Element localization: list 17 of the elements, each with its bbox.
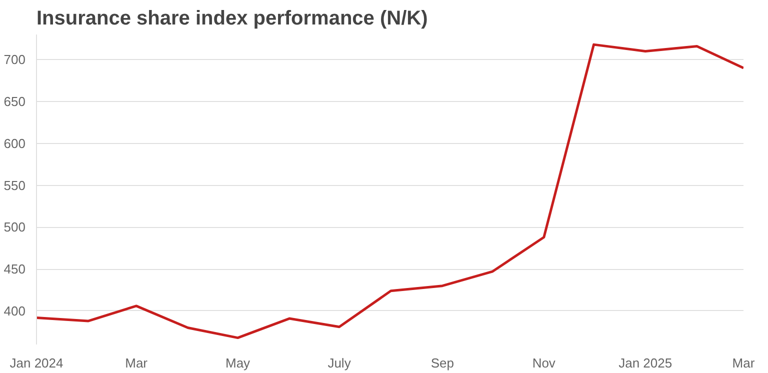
chart-title: Insurance share index performance (N/K) — [36, 8, 428, 30]
y-tick-label: 600 — [4, 136, 26, 151]
y-tick-label: 400 — [4, 303, 26, 318]
x-tick-label: July — [328, 356, 352, 370]
y-tick-label: 500 — [4, 220, 26, 235]
y-tick-label: 700 — [4, 52, 26, 68]
x-tick-label: Sep — [430, 356, 454, 370]
y-tick-label: 650 — [4, 94, 26, 110]
x-tick-label: Nov — [532, 356, 556, 370]
x-tick-label: Jan 2024 — [10, 356, 64, 370]
x-tick-label: Mar — [732, 356, 756, 370]
line-series — [36, 43, 744, 340]
y-tick-label: 450 — [4, 262, 26, 277]
x-tick-label: May — [226, 356, 251, 370]
x-tick-label: Jan 2025 — [618, 356, 672, 370]
y-tick-label: 550 — [4, 178, 26, 193]
x-tick-label: Mar — [125, 356, 148, 370]
